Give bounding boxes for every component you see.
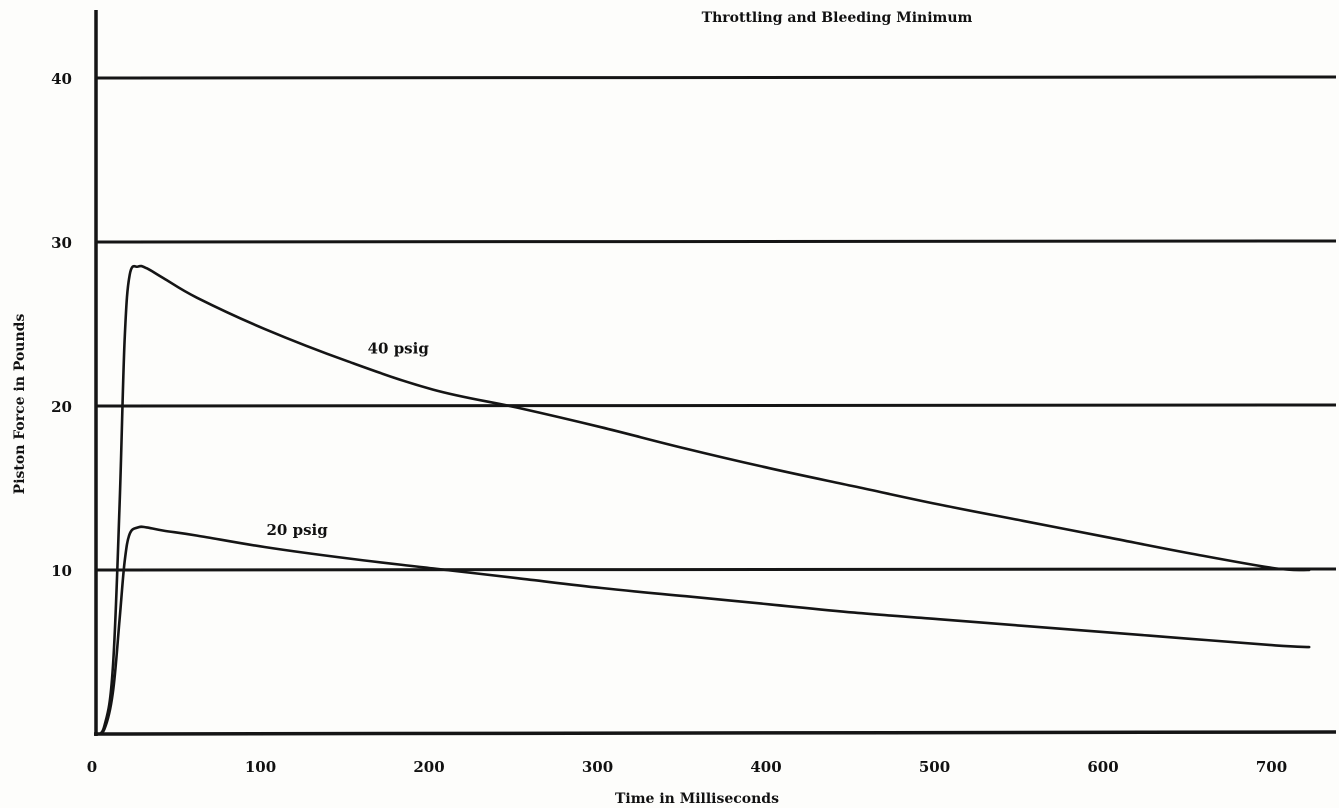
gridline-40 <box>95 75 1337 80</box>
x-axis-line <box>93 730 1337 736</box>
y-tick-label-10: 10 <box>51 562 72 580</box>
gridline-30 <box>95 239 1337 244</box>
series-labels: 40 psig 20 psig <box>267 339 430 539</box>
x-axis-title: Time in Milliseconds <box>615 791 779 807</box>
y-tick-label-40: 40 <box>51 70 72 88</box>
gridline-10 <box>95 567 1337 572</box>
x-tick-label-300: 300 <box>582 758 613 776</box>
x-tick-label-700: 700 <box>1256 758 1287 776</box>
gridline-20 <box>95 403 1337 408</box>
x-tick-label-200: 200 <box>413 758 444 776</box>
x-tick-label-600: 600 <box>1087 758 1118 776</box>
x-tick-labels: 0 100 200 300 400 500 600 700 <box>87 758 1287 776</box>
series-label-20-psig: 20 psig <box>267 521 329 539</box>
series-label-40-psig: 40 psig <box>368 339 430 357</box>
x-tick-label-500: 500 <box>919 758 950 776</box>
y-tick-labels: 10 20 30 40 <box>51 70 72 580</box>
x-tick-label-400: 400 <box>750 758 781 776</box>
x-tick-label-100: 100 <box>245 758 276 776</box>
chart-title: Throttling and Bleeding Minimum <box>702 10 973 26</box>
y-tick-label-20: 20 <box>51 398 72 416</box>
y-tick-label-30: 30 <box>51 234 72 252</box>
y-axis-title: Piston Force in Pounds <box>12 314 28 495</box>
series-line-20-psig <box>94 525 1311 736</box>
x-tick-label-0: 0 <box>87 758 97 776</box>
series-line-40-psig <box>94 264 1311 736</box>
series-layer <box>94 264 1311 736</box>
grid-layer <box>95 75 1337 572</box>
